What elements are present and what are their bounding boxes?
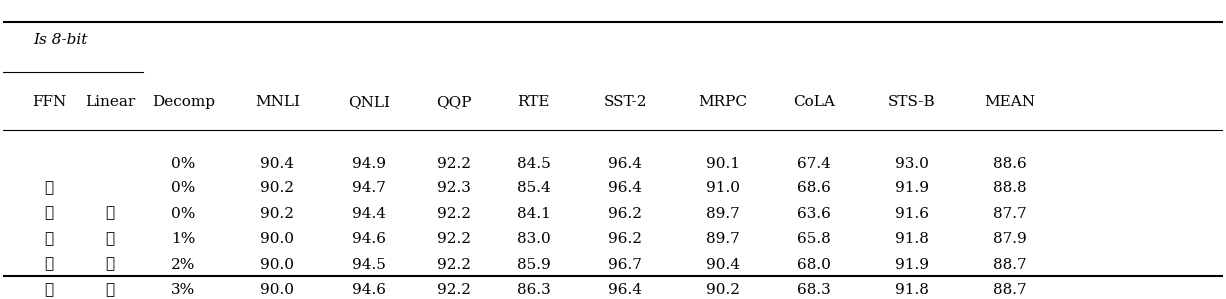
- Text: SST-2: SST-2: [603, 95, 647, 109]
- Text: 90.4: 90.4: [706, 257, 739, 271]
- Text: 92.2: 92.2: [438, 283, 471, 297]
- Text: 85.4: 85.4: [517, 181, 550, 195]
- Text: 0%: 0%: [172, 207, 196, 221]
- Text: 91.9: 91.9: [895, 257, 929, 271]
- Text: 96.4: 96.4: [608, 157, 642, 171]
- Text: 67.4: 67.4: [797, 157, 831, 171]
- Text: 87.9: 87.9: [993, 232, 1026, 246]
- Text: Linear: Linear: [85, 95, 135, 109]
- Text: Is 8-bit: Is 8-bit: [33, 33, 88, 47]
- Text: ✓: ✓: [105, 232, 115, 246]
- Text: 94.6: 94.6: [352, 232, 386, 246]
- Text: ✓: ✓: [105, 283, 115, 297]
- Text: 96.2: 96.2: [608, 232, 642, 246]
- Text: 96.4: 96.4: [608, 181, 642, 195]
- Text: 2%: 2%: [172, 257, 196, 271]
- Text: 90.4: 90.4: [260, 157, 294, 171]
- Text: 86.3: 86.3: [517, 283, 550, 297]
- Text: 94.9: 94.9: [352, 157, 386, 171]
- Text: 90.0: 90.0: [260, 257, 294, 271]
- Text: 3%: 3%: [172, 283, 195, 297]
- Text: 0%: 0%: [172, 181, 196, 195]
- Text: 83.0: 83.0: [517, 232, 550, 246]
- Text: 92.3: 92.3: [438, 181, 471, 195]
- Text: Decomp: Decomp: [152, 95, 215, 109]
- Text: 92.2: 92.2: [438, 232, 471, 246]
- Text: ✓: ✓: [44, 232, 54, 246]
- Text: 93.0: 93.0: [895, 157, 929, 171]
- Text: 84.5: 84.5: [517, 157, 550, 171]
- Text: 89.7: 89.7: [706, 232, 739, 246]
- Text: 88.7: 88.7: [993, 283, 1026, 297]
- Text: ✓: ✓: [44, 283, 54, 297]
- Text: 91.8: 91.8: [895, 283, 929, 297]
- Text: 68.3: 68.3: [797, 283, 831, 297]
- Text: 94.6: 94.6: [352, 283, 386, 297]
- Text: 88.7: 88.7: [993, 257, 1026, 271]
- Text: ✓: ✓: [44, 181, 54, 195]
- Text: 68.0: 68.0: [797, 257, 831, 271]
- Text: 88.8: 88.8: [993, 181, 1026, 195]
- Text: 90.0: 90.0: [260, 283, 294, 297]
- Text: ✓: ✓: [105, 207, 115, 221]
- Text: ✓: ✓: [44, 257, 54, 271]
- Text: ✓: ✓: [44, 207, 54, 221]
- Text: QQP: QQP: [436, 95, 472, 109]
- Text: 91.9: 91.9: [895, 181, 929, 195]
- Text: 91.8: 91.8: [895, 232, 929, 246]
- Text: MRPC: MRPC: [699, 95, 748, 109]
- Text: 1%: 1%: [172, 232, 196, 246]
- Text: 90.0: 90.0: [260, 232, 294, 246]
- Text: RTE: RTE: [517, 95, 550, 109]
- Text: 91.0: 91.0: [706, 181, 739, 195]
- Text: MEAN: MEAN: [984, 95, 1035, 109]
- Text: 92.2: 92.2: [438, 207, 471, 221]
- Text: 63.6: 63.6: [797, 207, 831, 221]
- Text: 96.4: 96.4: [608, 283, 642, 297]
- Text: 90.2: 90.2: [706, 283, 739, 297]
- Text: 96.2: 96.2: [608, 207, 642, 221]
- Text: 89.7: 89.7: [706, 207, 739, 221]
- Text: 84.1: 84.1: [516, 207, 550, 221]
- Text: 87.7: 87.7: [993, 207, 1026, 221]
- Text: 94.4: 94.4: [352, 207, 386, 221]
- Text: MNLI: MNLI: [255, 95, 300, 109]
- Text: CoLA: CoLA: [793, 95, 835, 109]
- Text: 96.7: 96.7: [608, 257, 642, 271]
- Text: ✓: ✓: [105, 257, 115, 271]
- Text: 91.6: 91.6: [895, 207, 929, 221]
- Text: 94.7: 94.7: [352, 181, 386, 195]
- Text: 90.2: 90.2: [260, 207, 294, 221]
- Text: 90.2: 90.2: [260, 181, 294, 195]
- Text: 85.9: 85.9: [517, 257, 550, 271]
- Text: 92.2: 92.2: [438, 157, 471, 171]
- Text: 88.6: 88.6: [993, 157, 1026, 171]
- Text: 65.8: 65.8: [797, 232, 831, 246]
- Text: FFN: FFN: [32, 95, 66, 109]
- Text: 90.1: 90.1: [706, 157, 739, 171]
- Text: 94.5: 94.5: [352, 257, 386, 271]
- Text: QNLI: QNLI: [348, 95, 390, 109]
- Text: STS-B: STS-B: [888, 95, 935, 109]
- Text: 92.2: 92.2: [438, 257, 471, 271]
- Text: 0%: 0%: [172, 157, 196, 171]
- Text: 68.6: 68.6: [797, 181, 831, 195]
